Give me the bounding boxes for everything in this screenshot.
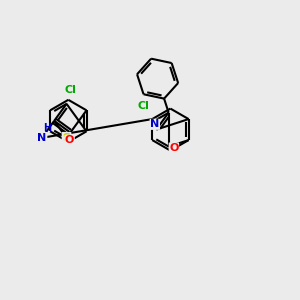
Text: O: O bbox=[169, 143, 178, 153]
Text: N: N bbox=[150, 119, 160, 129]
Text: Cl: Cl bbox=[64, 85, 76, 95]
Text: N: N bbox=[37, 133, 46, 143]
Text: O: O bbox=[65, 136, 74, 146]
Text: Cl: Cl bbox=[138, 101, 149, 111]
Text: S: S bbox=[62, 133, 70, 143]
Text: H: H bbox=[43, 123, 51, 133]
